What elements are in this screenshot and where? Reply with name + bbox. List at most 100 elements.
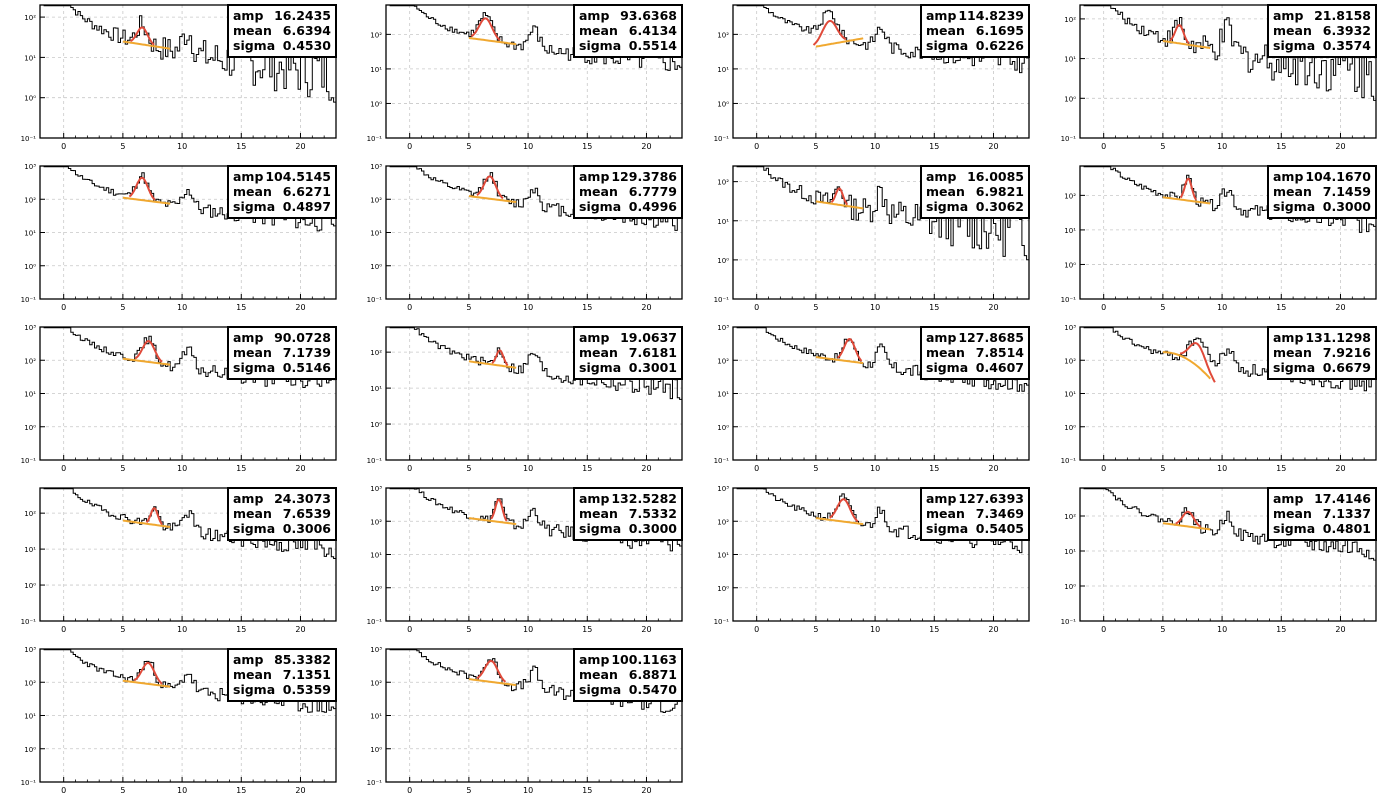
x-tick-label: 20: [988, 464, 998, 473]
stat-value-sigma: 0.3062: [976, 199, 1024, 214]
histogram-panel-4: 0 5 10 15 20 10⁻¹ 10⁰ 10¹ 10² amp 21.8158 mean 6.393…: [1040, 0, 1386, 161]
x-tick-label: 15: [1276, 142, 1286, 151]
x-tick-label: 10: [523, 303, 533, 312]
y-tick-label: 10¹: [717, 552, 729, 560]
x-tick-label: 10: [523, 464, 533, 473]
gaussian-fit-curve: [1179, 177, 1197, 201]
x-tick-label: 15: [236, 464, 246, 473]
fit-stats-box: [573, 4, 683, 58]
background-fit-curve: [815, 517, 864, 526]
stat-label-mean: mean: [579, 506, 618, 521]
x-tick-label: 20: [1335, 464, 1345, 473]
x-tick-label: 20: [641, 786, 651, 795]
plot-frame: [1079, 165, 1377, 300]
x-tick-label: 20: [1335, 625, 1345, 634]
x-tick-label: 15: [1276, 625, 1286, 634]
histogram-panel-11: 0 5 10 15 20 10⁻¹ 10⁰ 10¹ 10² 10³ amp 127.8685 mean 7…: [693, 322, 1039, 483]
x-tick-label: 0: [754, 464, 759, 473]
background-fit-curve: [815, 37, 864, 48]
stat-value-amp: 16.0085: [967, 169, 1024, 184]
gaussian-fit-curve: [830, 187, 849, 206]
y-tick-label: 10⁰: [1064, 583, 1076, 591]
y-tick-label: 10¹: [370, 713, 382, 721]
stat-value-sigma: 0.5359: [283, 682, 331, 697]
x-tick-label: 10: [1217, 464, 1227, 473]
histogram-line: [1083, 488, 1376, 561]
histogram-panel-7: 0 5 10 15 20 10⁻¹ 10⁰ 10¹ 10² amp 16.0085 mean 6.982…: [693, 161, 1039, 322]
x-tick-label: 0: [407, 464, 412, 473]
background-fit-curve: [1162, 351, 1211, 380]
fit-stats-box: [227, 487, 337, 541]
x-tick-label: 0: [1101, 464, 1106, 473]
y-tick-label: 10²: [370, 679, 382, 687]
stat-label-mean: mean: [1273, 506, 1312, 521]
histogram-panel-1: 0 5 10 15 20 10⁻¹ 10⁰ 10¹ 10² amp 16.2435 mean 6.639…: [0, 0, 346, 161]
x-tick-label: 10: [177, 625, 187, 634]
x-tick-label: 5: [120, 786, 125, 795]
y-tick-label: 10⁰: [1064, 424, 1076, 432]
stat-value-mean: 6.4134: [629, 23, 678, 38]
histogram-line: [736, 166, 1029, 261]
plot-frame: [732, 4, 1030, 139]
y-tick-label: 10³: [24, 324, 36, 332]
histogram-panel-13: 0 5 10 15 20 10⁻¹ 10⁰ 10¹ 10² amp 24.3073 mean 7.653…: [0, 483, 346, 644]
y-tick-label: 10⁰: [1064, 95, 1076, 103]
x-tick-label: 10: [177, 303, 187, 312]
x-tick-label: 10: [870, 464, 880, 473]
histogram-line: [389, 166, 682, 231]
y-tick-label: 10²: [370, 518, 382, 526]
plot-frame: [39, 4, 337, 139]
y-tick-label: 10⁻¹: [21, 618, 37, 626]
y-tick-label: 10¹: [370, 385, 382, 393]
stat-label-amp: amp: [579, 8, 609, 23]
y-tick-label: 10¹: [370, 552, 382, 560]
stat-value-sigma: 0.3000: [629, 521, 678, 536]
x-tick-label: 5: [813, 625, 818, 634]
stat-value-amp: 104.1670: [1305, 169, 1371, 184]
stat-value-sigma: 0.5146: [283, 360, 332, 375]
y-tick-label: 10¹: [24, 54, 36, 62]
stat-value-sigma: 0.4996: [629, 199, 678, 214]
y-tick-label: 10⁻¹: [1061, 296, 1077, 304]
fit-stats-box: [920, 165, 1030, 219]
fit-stats-box: [227, 165, 337, 219]
histogram-panel-5: 0 5 10 15 20 10⁻¹ 10⁰ 10¹ 10² 10³ amp 104.5145 mean 6…: [0, 161, 346, 322]
fit-stats-box: [573, 165, 683, 219]
y-tick-label: 10³: [370, 163, 382, 171]
x-tick-label: 10: [1217, 142, 1227, 151]
x-tick-label: 5: [120, 142, 125, 151]
stat-value-amp: 19.0637: [620, 330, 677, 345]
x-tick-label: 15: [236, 142, 246, 151]
stat-value-sigma: 0.4801: [1323, 521, 1371, 536]
stat-label-amp: amp: [926, 330, 956, 345]
stat-value-sigma: 0.4530: [283, 38, 332, 53]
x-tick-label: 0: [754, 625, 759, 634]
x-tick-label: 15: [929, 142, 939, 151]
y-tick-label: 10⁰: [24, 582, 36, 590]
gaussian-fit-curve: [476, 175, 504, 200]
x-tick-label: 5: [466, 142, 471, 151]
histogram-panel-16: 0 5 10 15 20 10⁻¹ 10⁰ 10¹ 10² amp 17.4146 mean 7.133…: [1040, 483, 1386, 644]
stat-value-amp: 100.1163: [611, 652, 677, 667]
stat-label-sigma: sigma: [233, 38, 275, 53]
stat-value-sigma: 0.6226: [976, 38, 1025, 53]
y-tick-label: 10²: [717, 179, 729, 187]
stat-label-mean: mean: [926, 184, 965, 199]
x-tick-label: 5: [120, 464, 125, 473]
stat-label-amp: amp: [926, 8, 956, 23]
x-tick-label: 20: [295, 786, 305, 795]
x-tick-label: 0: [61, 142, 66, 151]
histogram-line: [389, 488, 682, 552]
x-tick-label: 0: [754, 303, 759, 312]
stat-value-amp: 93.6368: [620, 8, 677, 23]
stat-label-sigma: sigma: [579, 38, 621, 53]
background-fit-curve: [122, 519, 171, 528]
x-tick-label: 10: [870, 142, 880, 151]
y-tick-label: 10¹: [24, 391, 36, 399]
